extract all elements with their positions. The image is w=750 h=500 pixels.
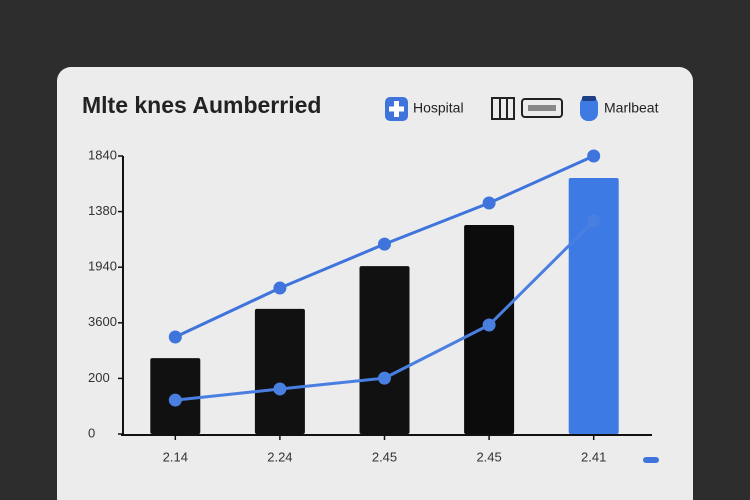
- bar: [359, 266, 410, 434]
- line-point: [587, 149, 601, 163]
- card-icon-fill: [528, 105, 556, 111]
- bar: [568, 177, 619, 434]
- chart-title: Mlte knes Aumberried: [82, 92, 321, 118]
- x-tick-label: 2.41: [581, 449, 606, 464]
- y-tick-label: 0: [88, 425, 95, 440]
- x-tick-label: 2.45: [476, 449, 501, 464]
- x-tick-label: 2.24: [267, 449, 292, 464]
- legend-label: Hospital: [413, 100, 464, 116]
- legend-icon: [580, 96, 598, 121]
- legend-icons: [491, 97, 563, 120]
- legend-label: Marlbeat: [604, 100, 659, 116]
- line-point: [587, 214, 601, 228]
- y-tick-label: 200: [88, 370, 110, 385]
- line-point: [482, 196, 496, 210]
- building-icon: [491, 97, 515, 120]
- x-tick-label: 2.45: [372, 449, 397, 464]
- card-icon: [521, 98, 563, 118]
- line-point: [168, 330, 182, 344]
- line-point: [168, 393, 182, 407]
- y-tick-label: 1940: [88, 259, 117, 274]
- x-tick-label: 2.14: [163, 449, 188, 464]
- legend-icon-plus: [389, 106, 404, 112]
- line-point: [273, 382, 287, 396]
- decoration: [643, 457, 659, 463]
- line-point: [378, 371, 391, 385]
- y-tick-label: 1840: [88, 147, 117, 162]
- line-point: [273, 281, 287, 295]
- y-tick-label: 1380: [88, 203, 117, 218]
- line-point: [482, 318, 496, 332]
- line-point: [378, 237, 391, 251]
- bar: [254, 308, 305, 434]
- y-tick-label: 3600: [88, 314, 117, 329]
- legend-icon-top: [582, 96, 596, 101]
